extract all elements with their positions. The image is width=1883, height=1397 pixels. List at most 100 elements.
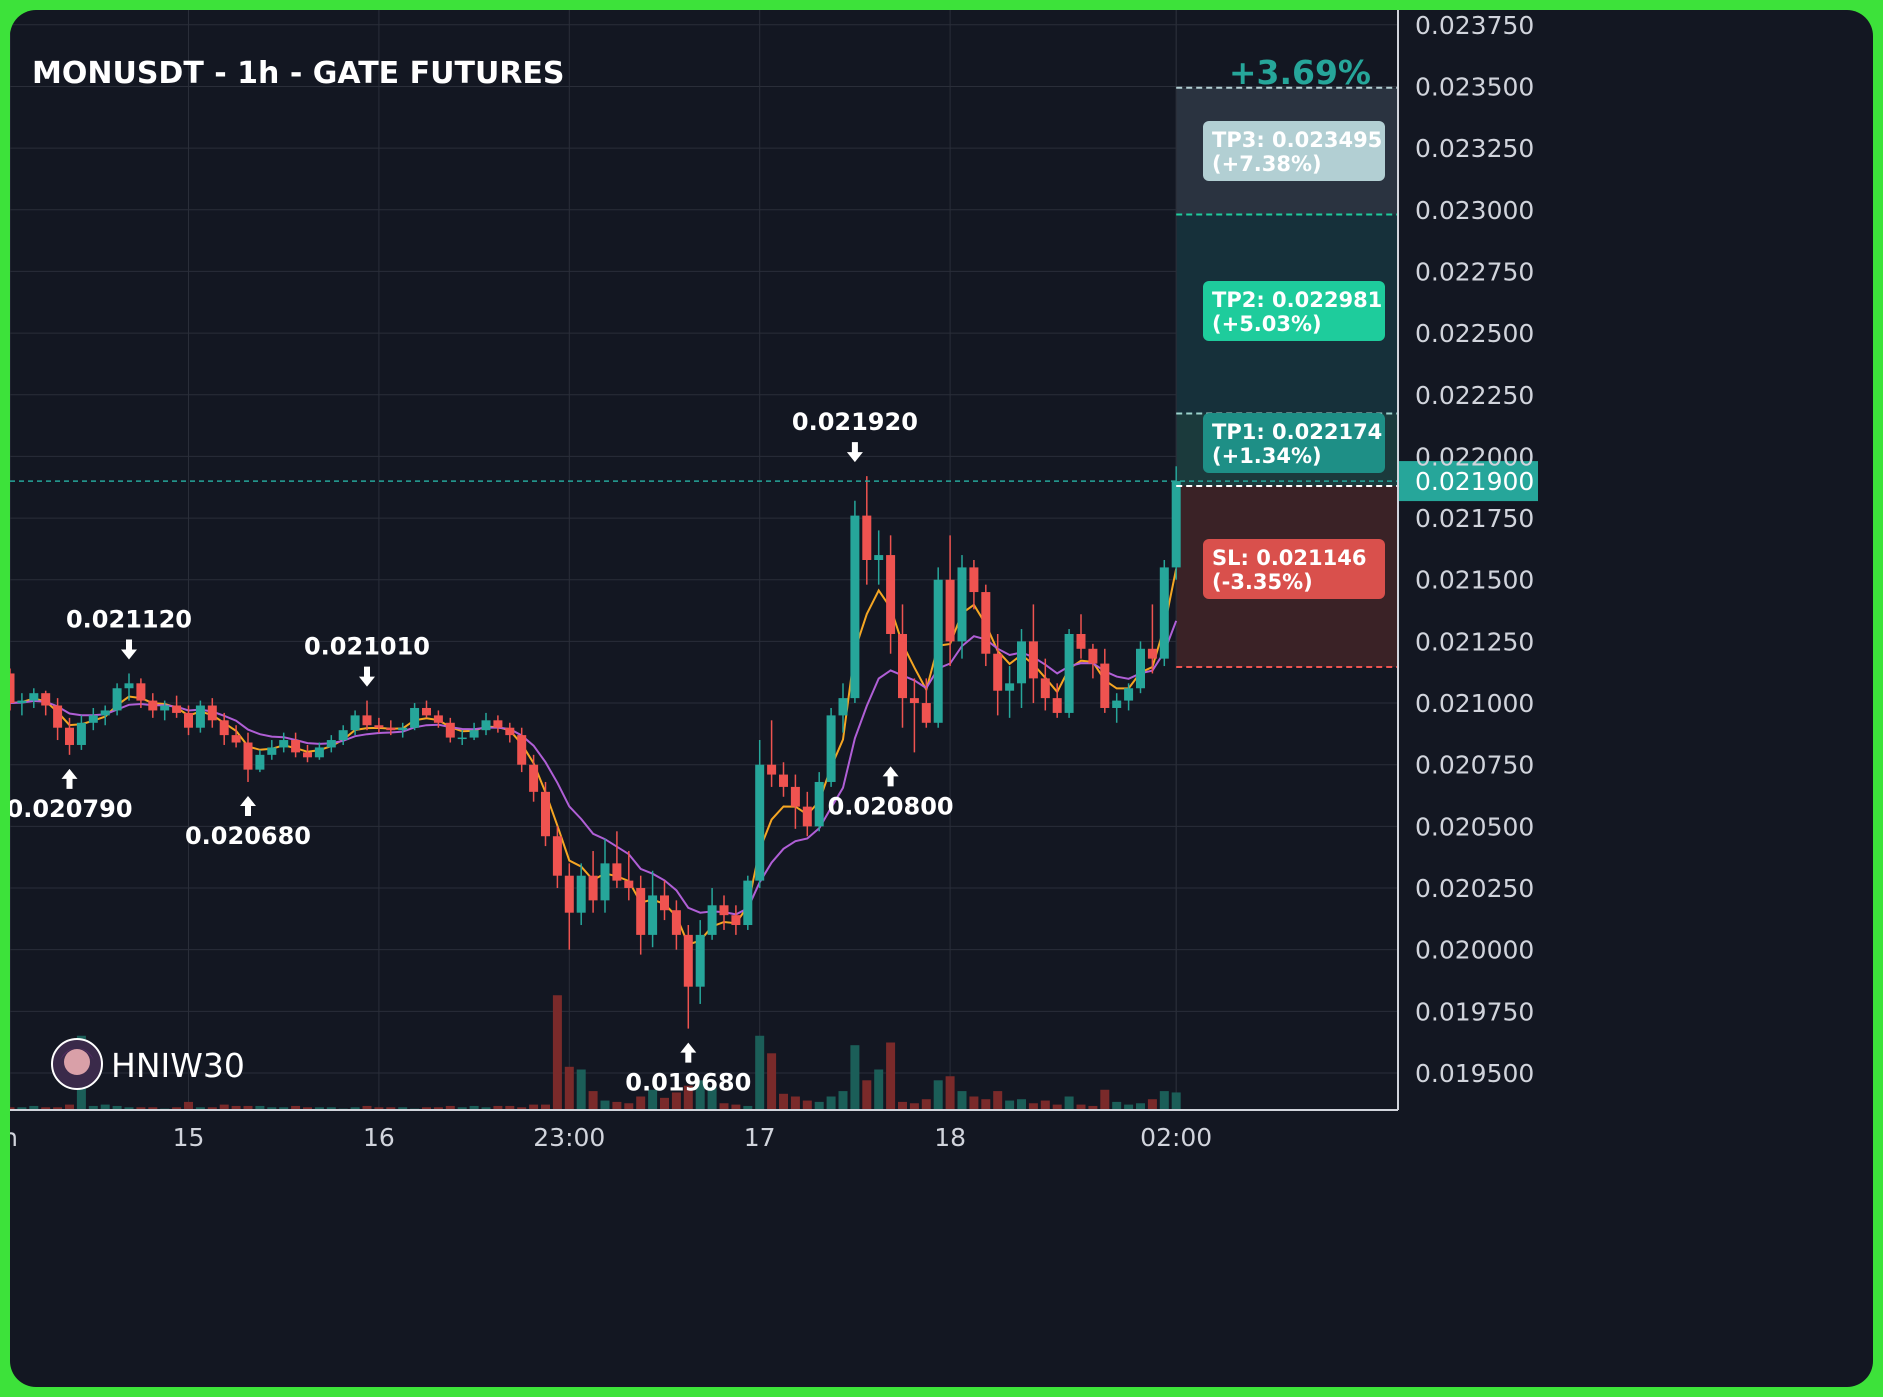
arrow-down-icon [846,442,863,463]
price-annotation: 0.020790 [10,768,133,823]
y-tick-label: 0.020500 [1415,812,1534,841]
last-price-label: 0.021900 [1415,467,1534,496]
candle-body [683,934,693,987]
candle-body [326,740,336,748]
candle-body [1028,641,1038,679]
candle-body [1100,663,1110,708]
y-tick-label: 0.019500 [1415,1059,1534,1088]
candle-body [469,730,479,738]
tp2-label: TP2: 0.022981(+5.03%) [1203,281,1385,341]
candle-body [564,875,574,913]
candle-body [65,727,74,745]
volume-bar [207,1107,217,1110]
chart-frame: 0.021900 0.021120 0.021010 0.021920 0.02079… [10,10,1873,1387]
candle-body [1171,481,1181,568]
y-tick-label: 0.021750 [1415,504,1534,533]
x-tick-label: 15 [173,1123,205,1152]
volume-bar [231,1105,241,1110]
candle-body [779,774,788,787]
volume-bar [219,1104,229,1110]
candle-body [267,747,277,755]
candle [219,712,229,745]
price-annotation: 0.021120 [66,605,192,660]
volume-bar [636,1096,646,1110]
candle-body [124,683,134,689]
candle-body [1147,648,1157,659]
watermark-text: HNIW30 [111,1046,245,1085]
y-tick-label: 0.022750 [1415,257,1534,286]
candle-body [1088,648,1098,664]
volume-bar [576,1069,586,1110]
candle [136,678,146,708]
volume-bar [695,1080,705,1110]
y-tick-label: 0.021500 [1415,566,1534,595]
candle [350,710,360,736]
candle [612,831,622,889]
volume-bar [88,1105,98,1110]
volume-bar [457,1107,467,1110]
candle-body [433,715,443,723]
candle-body [826,715,836,782]
candle-body [338,730,348,741]
candle [600,838,610,913]
x-tick-label: 16 [363,1123,395,1152]
candle-body [53,705,63,728]
candlestick-chart[interactable]: 0.021900 0.021120 0.021010 0.021920 0.02079… [10,10,1873,1387]
volume-bar [529,1104,539,1110]
volume-bar [862,1080,872,1110]
candles [10,466,1181,1029]
volume-bar [17,1107,27,1110]
volume-bar [1136,1103,1145,1110]
volume-bar [184,1101,193,1110]
candle-body [303,752,312,758]
candle [88,707,98,731]
candle-body [600,863,610,901]
avatar-face [64,1049,90,1075]
candle [338,725,348,745]
candle-body [636,888,646,935]
tp1-label-box [1203,413,1385,473]
candle [767,720,777,787]
candle [933,567,943,728]
volume-bar [41,1107,51,1110]
volume-bar [350,1107,360,1110]
candle [76,715,86,750]
candle-body [207,705,217,721]
candle [314,742,324,760]
candle-body [719,905,729,916]
candle-body [755,764,765,881]
volume-bar [255,1105,265,1110]
volume-bar [826,1096,836,1110]
volume-bar [148,1107,158,1110]
candle-body [541,791,550,837]
volume-bar [779,1093,788,1110]
candle-body [909,698,919,704]
gain-label: +3.69% [1229,53,1371,92]
level-lines: 0.021900 [10,86,1538,669]
candle-body [874,555,884,560]
volume-bar [1076,1104,1086,1110]
candle-body [291,740,301,753]
y-tick-label: 0.021250 [1415,627,1534,656]
volume-bar [100,1104,110,1110]
candle [826,707,836,787]
volume-bar [386,1107,396,1110]
volume-bar [612,1101,622,1110]
candle [695,920,705,1004]
candle [291,732,301,758]
candle-body [29,693,39,701]
candle [707,888,717,940]
volume-bar [552,995,562,1110]
tp3-label-pct: (+7.38%) [1212,152,1322,176]
arrow-up-icon [240,795,256,816]
candle-body [148,700,158,711]
candle [1052,683,1062,718]
candle-body [898,633,907,699]
candle [564,863,574,950]
candle-body [422,707,431,716]
volume-bar [469,1105,479,1110]
candle-body [1076,633,1086,649]
candle-body [814,781,824,827]
sl-label: SL: 0.021146(-3.35%) [1203,539,1385,599]
volume-bar [802,1100,812,1110]
